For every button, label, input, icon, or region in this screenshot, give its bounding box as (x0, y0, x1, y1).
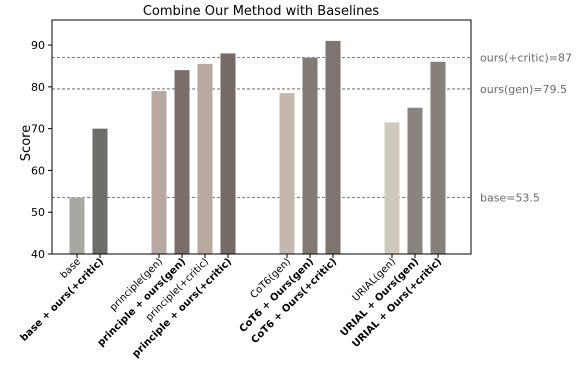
reference-labels: ours(+critic)=87 ours(gen)=79.5 base=53.5 (480, 52, 572, 205)
bar (325, 40, 341, 255)
x-tick-label: principle + ours(gen) (96, 256, 188, 348)
bar (279, 93, 295, 254)
y-tick-label: 90 (31, 39, 45, 52)
bar (92, 128, 108, 254)
bar (174, 70, 190, 255)
bar (407, 107, 423, 254)
bar (302, 57, 318, 254)
reference-label: ours(gen)=79.5 (480, 83, 567, 96)
bar (220, 53, 236, 254)
bar (69, 197, 85, 254)
plot-frame (51, 19, 472, 255)
bar (430, 61, 446, 255)
bar (197, 63, 213, 254)
y-tick-label: 70 (31, 123, 45, 136)
y-tick-label: 60 (31, 164, 45, 177)
y-tick-label: 50 (31, 206, 45, 219)
bars (69, 40, 446, 255)
x-tick-label: URIAL + Ours(+critic) (350, 256, 444, 350)
y-axis-ticks: 40 50 60 70 80 90 (31, 39, 52, 261)
bar (384, 122, 400, 254)
y-tick-label: 40 (31, 248, 45, 261)
chart-title: Combine Our Method with Baselines (143, 4, 380, 19)
y-axis-label: Score (19, 125, 34, 161)
y-tick-label: 80 (31, 81, 45, 94)
reference-label: ours(+critic)=87 (480, 52, 572, 65)
reference-label: base=53.5 (480, 192, 540, 205)
bar (151, 91, 167, 255)
